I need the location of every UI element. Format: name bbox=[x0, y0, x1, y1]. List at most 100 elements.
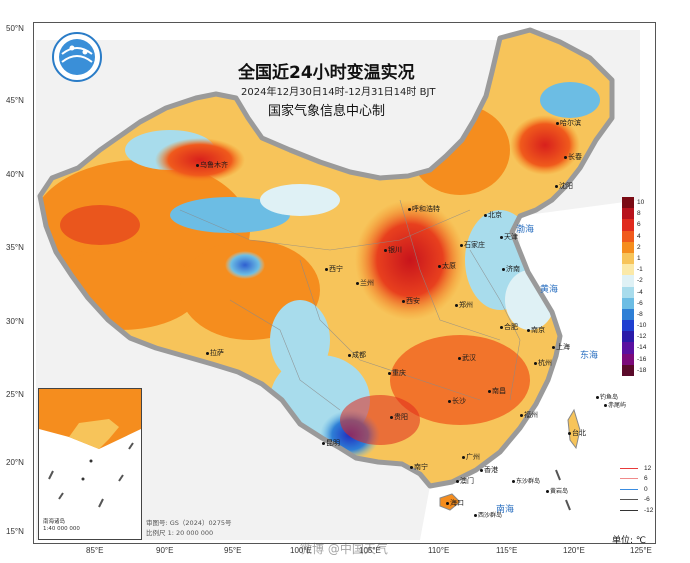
legend-swatch bbox=[622, 308, 634, 321]
isoline-legend-row: -12 bbox=[620, 505, 653, 516]
lat-label: 50°N bbox=[6, 24, 24, 33]
approval-info: 审图号: GS（2024）0275号 比例尺 1: 20 000 000 bbox=[146, 518, 232, 538]
map-subtitle: 2024年12月30日14时-12月31日14时 BJT bbox=[241, 87, 436, 98]
isoline-label: -12 bbox=[644, 506, 654, 514]
city-label: 西安 bbox=[402, 296, 420, 306]
lon-label: 120°E bbox=[563, 546, 585, 555]
legend-label: -8 bbox=[637, 310, 643, 318]
legend-label: 6 bbox=[637, 221, 641, 229]
isoline-legend-row: 12 bbox=[620, 463, 653, 474]
color-legend bbox=[622, 197, 634, 376]
city-label: 天津 bbox=[500, 232, 518, 242]
city-label: 长沙 bbox=[448, 396, 466, 406]
lon-label: 125°E bbox=[630, 546, 652, 555]
lat-label: 45°N bbox=[6, 96, 24, 105]
legend-label: -18 bbox=[637, 366, 647, 374]
legend-label: 8 bbox=[637, 210, 641, 218]
lon-label: 85°E bbox=[86, 546, 104, 555]
sea-label: 东海 bbox=[580, 351, 599, 361]
lat-label: 20°N bbox=[6, 458, 24, 467]
isoline-label: -6 bbox=[644, 496, 650, 504]
legend-swatch bbox=[622, 320, 634, 332]
city-label: 北京 bbox=[484, 210, 502, 220]
inset-caption: 南海诸岛 1:40 000 000 bbox=[43, 519, 80, 533]
city-label: 拉萨 bbox=[206, 348, 224, 358]
city-label: 太原 bbox=[438, 261, 456, 271]
sea-label: 渤海 bbox=[516, 225, 535, 235]
legend-swatch bbox=[622, 208, 634, 220]
legend-label: 1 bbox=[637, 254, 641, 262]
city-label: 成都 bbox=[348, 350, 366, 360]
legend-label: 10 bbox=[637, 199, 645, 206]
cma-logo bbox=[52, 32, 102, 82]
lat-label: 25°N bbox=[6, 390, 24, 399]
legend-swatch bbox=[622, 297, 634, 309]
city-label: 呼和浩特 bbox=[408, 204, 440, 214]
city-label: 广州 bbox=[462, 452, 480, 462]
inset-scale: 1:40 000 000 bbox=[43, 526, 80, 532]
legend-swatch bbox=[622, 275, 634, 287]
city-label: 台北 bbox=[568, 428, 586, 438]
city-label: 石家庄 bbox=[460, 240, 485, 250]
legend-swatch bbox=[622, 364, 634, 376]
legend-label: -12 bbox=[637, 333, 647, 341]
legend-swatch bbox=[622, 286, 634, 298]
island-label: 钓鱼岛 bbox=[596, 392, 618, 401]
sea-label: 黄海 bbox=[540, 285, 559, 295]
south-china-sea-inset: 南海诸岛 1:40 000 000 bbox=[38, 388, 142, 540]
isoline-label: 6 bbox=[644, 475, 648, 483]
city-label: 郑州 bbox=[455, 300, 473, 310]
island-label: 东沙群岛 bbox=[512, 476, 540, 485]
city-label: 乌鲁木齐 bbox=[196, 160, 228, 170]
city-label: 银川 bbox=[384, 245, 402, 255]
approval-number: 审图号: GS（2024）0275号 bbox=[146, 519, 232, 527]
city-label: 重庆 bbox=[388, 368, 406, 378]
city-label: 武汉 bbox=[458, 353, 476, 363]
city-label: 沈阳 bbox=[555, 181, 573, 191]
isoline-legend: 12 6 0 -6 -12 bbox=[620, 463, 653, 516]
legend-label: -10 bbox=[637, 322, 647, 330]
legend-label: 4 bbox=[637, 232, 641, 240]
isoline-sample bbox=[620, 499, 638, 501]
legend-label: -6 bbox=[637, 299, 643, 307]
city-label: 福州 bbox=[520, 410, 538, 420]
legend-swatch bbox=[622, 230, 634, 242]
legend-swatch bbox=[622, 342, 634, 354]
lon-label: 110°E bbox=[428, 546, 450, 555]
city-label: 济南 bbox=[502, 264, 520, 274]
city-label: 长春 bbox=[564, 152, 582, 162]
legend-label: -16 bbox=[637, 355, 647, 363]
city-label: 南昌 bbox=[488, 386, 506, 396]
unit-label: 单位: ℃ bbox=[612, 536, 647, 546]
map-title: 全国近24小时变温实况 bbox=[238, 63, 415, 83]
lon-label: 90°E bbox=[156, 546, 174, 555]
sea-label: 南海 bbox=[496, 505, 515, 515]
lon-label: 100°E bbox=[290, 546, 312, 555]
legend-swatch bbox=[622, 219, 634, 231]
lon-label: 105°E bbox=[359, 546, 381, 555]
legend-label: -2 bbox=[637, 277, 643, 285]
city-label: 西宁 bbox=[325, 264, 343, 274]
city-label: 澳门 bbox=[456, 476, 474, 486]
legend-label: -1 bbox=[637, 266, 643, 274]
lat-label: 35°N bbox=[6, 243, 24, 252]
legend-swatch bbox=[622, 241, 634, 253]
legend-swatch bbox=[622, 252, 634, 265]
lat-label: 30°N bbox=[6, 317, 24, 326]
city-label: 南京 bbox=[527, 325, 545, 335]
isoline-sample bbox=[620, 467, 638, 469]
island-label: 赤尾屿 bbox=[604, 400, 626, 409]
legend-label: 2 bbox=[637, 243, 641, 251]
city-label: 合肥 bbox=[500, 322, 518, 332]
city-label: 海口 bbox=[446, 498, 464, 508]
legend-swatch bbox=[622, 197, 634, 209]
legend-label: -4 bbox=[637, 288, 643, 296]
lon-label: 95°E bbox=[224, 546, 242, 555]
color-legend-labels: 10 8 6 4 2 1 -1 -2 -4 -6 -8 -10 -12 -14 -16 -18 bbox=[637, 197, 646, 376]
isoline-label: 12 bbox=[644, 464, 652, 472]
city-label: 杭州 bbox=[534, 358, 552, 368]
isoline-label: 0 bbox=[644, 485, 648, 493]
legend-label: -14 bbox=[637, 344, 647, 352]
legend-swatch bbox=[622, 353, 634, 365]
